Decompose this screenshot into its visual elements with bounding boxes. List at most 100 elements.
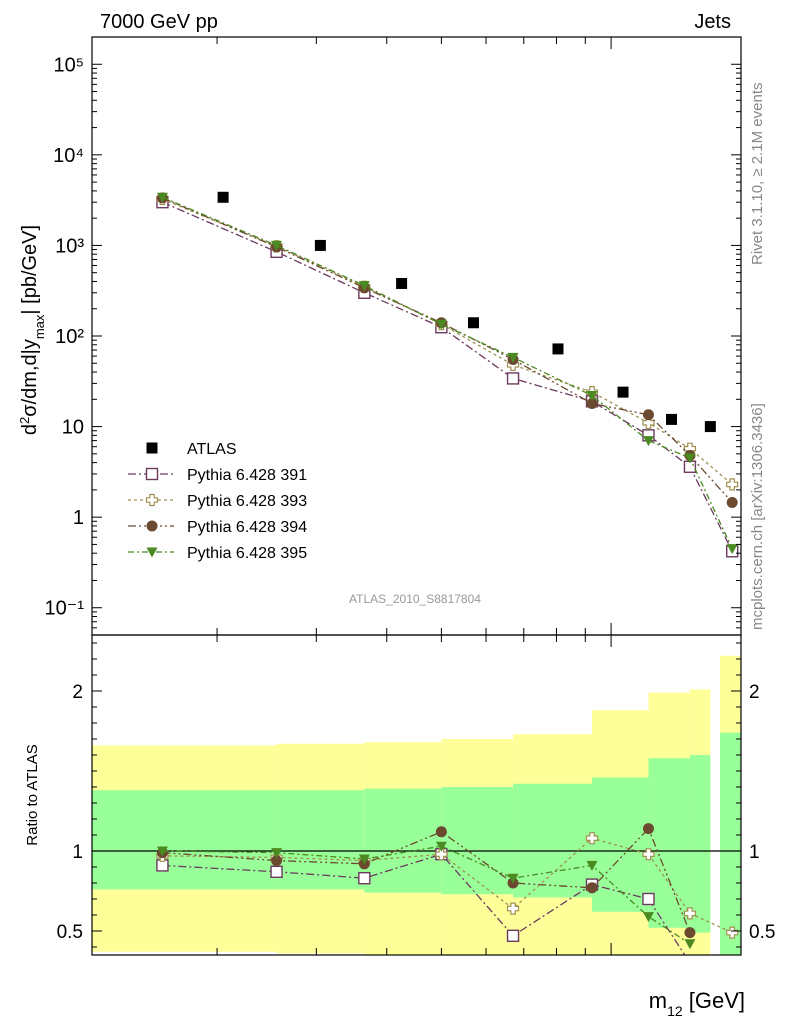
ratio-line-0 — [162, 853, 686, 955]
analysis-label: ATLAS_2010_S8817804 — [349, 592, 481, 606]
ratio-point-2-5 — [586, 882, 598, 894]
band-inner-4 — [513, 783, 593, 898]
ratio-ytick-label-left-0: 0.5 — [57, 922, 83, 943]
band-inner-6 — [648, 758, 690, 928]
main-line-3 — [162, 197, 733, 503]
main-point-3-5 — [586, 397, 598, 409]
ratio-point-3-2 — [358, 854, 370, 865]
ratio-point-3-7 — [684, 939, 696, 950]
main-point-1-4 — [506, 372, 520, 385]
ratio-point-1-8 — [726, 926, 739, 939]
main-ytick-label-3: 10² — [55, 326, 84, 348]
y-axis-label-ratio: Ratio to ATLAS — [24, 744, 41, 845]
band-inner-5 — [592, 777, 649, 912]
main-point-0-0 — [217, 191, 229, 203]
header-right: Jets — [694, 11, 731, 33]
ratio-point-1-6 — [642, 848, 655, 861]
main-point-2-6 — [642, 416, 655, 429]
x-axis-label: m12 [GeV] — [649, 988, 745, 1019]
legend-label-0: ATLAS — [187, 441, 237, 458]
ratio-point-1-4 — [506, 902, 520, 915]
main-point-0-2 — [396, 277, 408, 289]
y-axis-label-main: d2σ/dm,d|ymax| [pb/GeV] — [17, 225, 47, 435]
main-point-0-3 — [467, 317, 479, 329]
main-ytick-label-1: 1 — [73, 507, 84, 529]
ratio-point-1-5 — [585, 832, 599, 845]
main-line-4 — [162, 196, 733, 549]
ratio-point-1-7 — [683, 907, 697, 920]
ratio-ytick-label-right-2: 2 — [749, 682, 760, 703]
legend-label-2: Pythia 6.428 393 — [187, 493, 307, 510]
main-point-4-7 — [684, 453, 696, 464]
main-point-4-0 — [156, 192, 168, 203]
band-inner-1 — [276, 790, 365, 890]
side-note-top: Rivet 3.1.10, ≥ 2.1M events — [749, 83, 766, 266]
ratio-point-3-5 — [586, 860, 598, 871]
ratio-series — [156, 823, 739, 969]
ratio-panel: 0.5 0.5 1 1 2 2 — [57, 634, 775, 969]
main-point-0-4 — [552, 343, 564, 355]
ratio-ytick-label-left-2: 2 — [72, 682, 83, 703]
legend-marker-0 — [146, 442, 158, 454]
side-note-bottom: mcplots.cern.ch [arXiv:1306.3436] — [749, 403, 766, 630]
ratio-point-0-7 — [684, 958, 695, 969]
main-point-4-5 — [586, 391, 598, 402]
band-inner-7 — [689, 755, 711, 933]
ratio-point-0-2 — [358, 872, 371, 885]
header-left: 7000 GeV pp — [100, 11, 218, 33]
main-ytick-label-4: 10³ — [55, 235, 84, 257]
main-panel: 10⁻¹ 1 10 10² 10³ 10⁴ 10⁵ ATLAS Pythia 6.428 391… — [45, 36, 742, 636]
main-point-4-8 — [726, 544, 738, 555]
main-ytick-label-6: 10⁵ — [53, 54, 84, 76]
main-point-3-8 — [726, 497, 738, 509]
legend-label-4: Pythia 6.428 395 — [187, 545, 307, 562]
main-point-3-6 — [642, 409, 654, 421]
ratio-point-2-7 — [684, 927, 696, 939]
ratio-point-3-3 — [435, 841, 447, 852]
ratio-point-3-4 — [507, 873, 519, 884]
ratio-line-2 — [162, 827, 691, 933]
ratio-point-3-6 — [642, 912, 654, 923]
ratio-ytick-label-left-1: 1 — [72, 842, 83, 863]
legend-label-1: Pythia 6.428 391 — [187, 467, 307, 484]
main-point-4-6 — [642, 436, 654, 447]
ratio-line-3 — [162, 845, 691, 945]
main-point-0-6 — [666, 413, 678, 425]
legend-marker-3 — [146, 520, 158, 532]
band-inner-0 — [92, 790, 277, 890]
main-point-4-2 — [358, 281, 370, 292]
main-point-4-4 — [507, 352, 519, 363]
band-inner-2 — [364, 788, 442, 893]
ratio-ytick-label-right-0: 0.5 — [749, 922, 775, 943]
legend-label-3: Pythia 6.428 394 — [187, 519, 307, 536]
ratio-ytick-label-right-1: 1 — [749, 842, 760, 863]
ratio-point-2-6 — [642, 823, 654, 835]
main-line-1 — [162, 201, 733, 552]
legend-marker-2 — [145, 493, 159, 507]
main-point-0-1 — [314, 239, 326, 251]
ratio-point-0-1 — [270, 865, 283, 878]
ratio-point-3-0 — [156, 846, 168, 857]
ratio-point-2-1 — [271, 855, 283, 867]
main-series — [156, 191, 739, 558]
main-ytick-label-5: 10⁴ — [53, 145, 84, 167]
ratio-point-2-3 — [435, 826, 447, 838]
main-ytick-label-2: 10 — [62, 417, 84, 439]
main-point-0-5 — [617, 386, 629, 398]
ratio-point-0-6 — [642, 892, 655, 906]
main-point-4-3 — [435, 319, 447, 330]
legend-marker-1 — [145, 467, 159, 481]
main-point-0-7 — [704, 421, 716, 433]
ratio-point-1-3 — [435, 848, 448, 861]
main-ytick-label-0: 10⁻¹ — [45, 598, 85, 620]
legend: ATLAS Pythia 6.428 391 Pythia 6.428 393 Pyt… — [128, 441, 307, 562]
ratio-point-0-4 — [506, 929, 520, 942]
ratio-frame — [91, 634, 742, 956]
ratio-point-3-1 — [271, 848, 283, 859]
band-inner-3 — [441, 787, 514, 895]
legend-marker-4 — [146, 547, 158, 558]
main-point-4-1 — [271, 240, 283, 251]
main-point-2-8 — [726, 478, 739, 491]
band-inner-8 — [719, 732, 741, 955]
